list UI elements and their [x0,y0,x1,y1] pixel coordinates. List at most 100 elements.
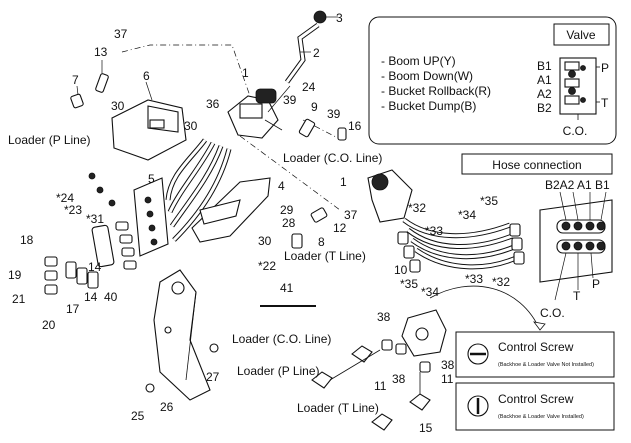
control-screw-title: Control Screw [498,340,574,354]
callout-19: 19 [8,268,22,282]
callout-11: 11 [374,379,387,393]
valve-port-label: P [601,61,609,75]
callout-29: 29 [280,203,294,217]
lower-control-valve [311,309,447,431]
callout-38: 38 [441,358,455,372]
callout-13: 13 [94,45,108,59]
control-screw-box-not-installed: Control Screw (Backhoe & Loader Valve No… [455,331,615,378]
callout-32: *32 [408,201,426,215]
callout-40: 40 [104,290,118,304]
valve-legend-item: - Bucket Rollback(R) [381,84,491,98]
callout-14: 14 [84,290,98,304]
callout-3: 3 [336,11,343,25]
valve-port-label: B2 [537,101,552,115]
callout-5: 5 [148,172,155,186]
right-valve-assembly [367,169,525,273]
loader-p-line-label: Loader (P Line) [8,133,91,147]
callout-30: 30 [184,119,198,133]
fitting-13 [95,60,109,93]
valve-port-label: T [601,96,609,110]
valve-title: Valve [566,28,595,42]
callout-12: 12 [333,221,347,235]
control-screw-note: (Backhoe & Loader Valve Installed) [498,414,584,420]
valve-port-label: A2 [537,87,552,101]
callout-24: 24 [302,80,316,94]
callout-33: *33 [465,272,483,286]
callout-9: 9 [311,100,318,114]
fitting-12 [310,207,328,223]
loader-p-line-label: Loader (P Line) [237,364,320,378]
callout-38: 38 [392,372,406,386]
hose-connection-title-box [461,153,613,175]
callout-8: 8 [318,235,325,249]
fitting-9 [298,118,316,138]
callout-15: 15 [419,421,433,435]
callout-18: 18 [20,233,34,247]
loader-tower-bracket [145,269,219,401]
callout-2: 2 [313,46,320,60]
valve-port-label: A1 [537,73,552,87]
hose-connection-title: Hose connection [492,158,581,172]
callout-20: 20 [42,318,56,332]
callout-38: 38 [377,310,391,324]
callout-6: 6 [143,69,150,83]
valve-hoses [165,138,232,242]
loader-t-line-label: Loader (T Line) [297,401,379,415]
control-screw-note: (Backhoe & Loader Valve Not Installed) [498,362,594,368]
callout-41: 41 [280,281,294,295]
callout-16: 16 [348,119,362,133]
fitting-8 [291,233,303,249]
callout-32: *32 [492,275,510,289]
valve-legend-box: Valve - Boom UP(Y) - Boom Down(W) - Buck… [368,16,617,145]
bracket-assembly [133,177,169,257]
callout-34: *34 [421,285,439,299]
callout-35: *35 [480,194,498,208]
valve-legend-item: - Bucket Dump(B) [381,99,476,113]
callout-24: *24 [56,191,74,205]
callout-26: 26 [160,400,174,414]
callout-14: 14 [88,260,102,274]
callout-30: 30 [111,99,125,113]
valve-title-box [553,23,610,46]
callout-31: *31 [86,212,104,226]
line-labels: Loader (P Line) Loader (C.O. Line) Loade… [8,133,382,415]
callout-4: 4 [278,179,285,193]
hose-p-label: P [592,277,600,291]
callout-22: *22 [258,259,276,273]
hose-port-labels: B2A2 A1 B1 [545,178,610,192]
mounting-bracket [191,177,271,243]
loader-co-line-label: Loader (C.O. Line) [232,332,331,346]
callout-36: 36 [206,97,220,111]
callout-37: 37 [114,27,128,41]
callout-17: 17 [66,302,80,316]
hose-t-label: T [573,289,581,303]
callout-39: 39 [327,107,341,121]
hose-connection-panel: Hose connection B2A2 A1 B1 T P C.O. [461,153,613,320]
loader-co-line-label: Loader (C.O. Line) [283,151,382,165]
callout-1: 1 [340,175,347,189]
control-screw-title: Control Screw [498,392,574,406]
callout-27: 27 [206,370,220,384]
callout-1: 1 [242,66,249,80]
control-lever-assembly [284,10,338,84]
callout-35: *35 [400,277,418,291]
curved-arrow [429,285,541,331]
hose-co-label: C.O. [540,306,565,320]
callout-21: 21 [12,292,26,306]
valve-block-icon [559,57,600,120]
valve-port-label: B1 [537,59,552,73]
centerline [121,44,251,97]
callout-labels: 3 2 37 13 7 6 1 24 39 36 30 30 9 39 16 5… [8,11,510,435]
callout-28: 28 [282,216,296,230]
valve-legend-item: - Boom Down(W) [381,69,473,83]
control-screw-box-installed: Control Screw (Backhoe & Loader Valve In… [455,382,615,431]
loader-valve-body [227,85,291,139]
hose-manifold-plate [539,191,613,301]
loader-t-line-label: Loader (T Line) [284,249,366,263]
lever-knob-icon [313,10,327,24]
callout-10: 10 [394,263,408,277]
callout-34: *34 [458,208,476,222]
fitting-16 [337,127,347,141]
callout-33: *33 [425,224,443,238]
